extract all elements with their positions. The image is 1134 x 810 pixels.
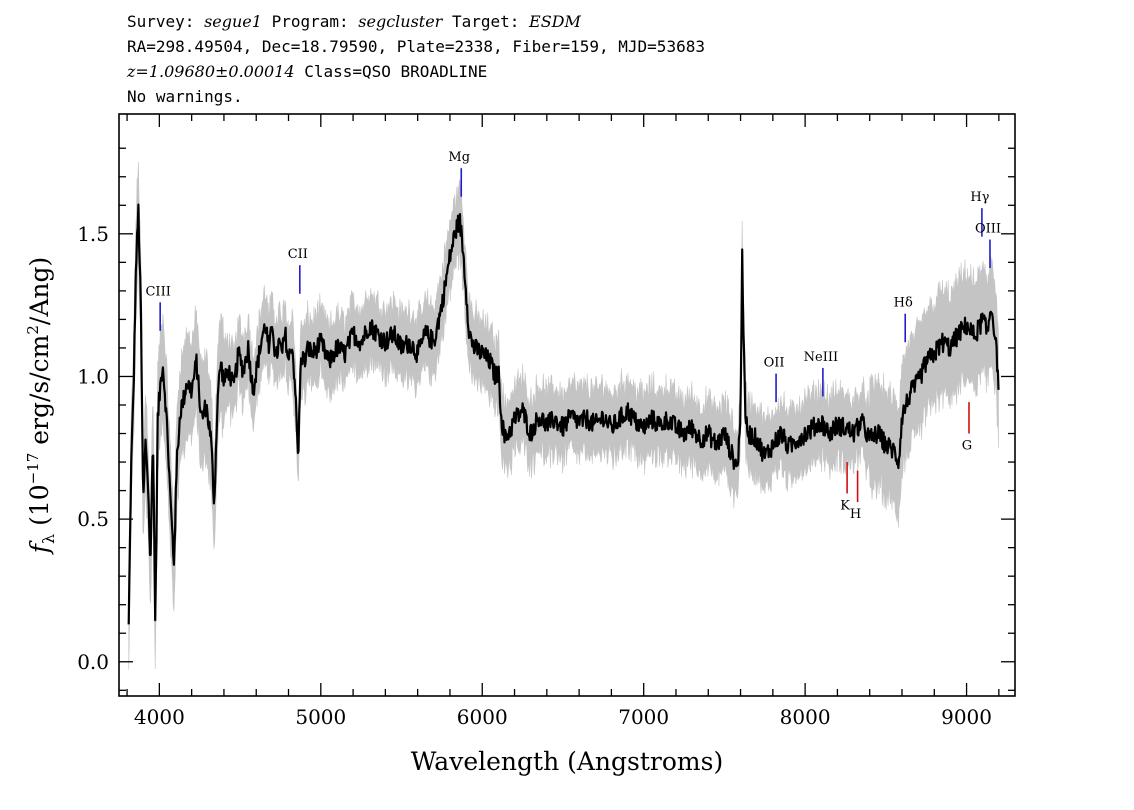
y-axis-title-exp: −17: [24, 453, 42, 485]
header-line-1: Survey: segue1 Program: segcluster Targe…: [127, 14, 581, 30]
program-value: segcluster: [358, 12, 443, 31]
y-axis-title-unit-a: (10: [25, 484, 54, 534]
target-label: Target:: [442, 12, 530, 31]
y-tick-label: 0.0: [77, 650, 109, 674]
emission-line-label: CII: [288, 247, 308, 262]
x-tick-label: 4000: [134, 705, 185, 729]
emission-line-label: Mg: [448, 150, 470, 165]
x-tick-label: 5000: [295, 705, 346, 729]
survey-value: segue1: [204, 12, 262, 31]
absorption-line-label: K: [840, 498, 850, 513]
flux-uncertainty-band: [128, 161, 999, 670]
absorption-line-label: H: [850, 507, 861, 522]
y-tick-label: 1.5: [77, 222, 109, 246]
program-label: Program:: [261, 12, 359, 31]
emission-line-label: Hδ: [894, 296, 913, 311]
absorption-line-label: G: [962, 439, 972, 454]
x-tick-label: 6000: [457, 705, 508, 729]
y-axis-title-sub: λ: [39, 534, 58, 544]
header-line-3: z=1.09680±0.00014 Class=QSO BROADLINE: [127, 64, 487, 80]
uncertainty-band-layer: [128, 161, 999, 670]
y-axis-title-exp2: 2: [24, 325, 42, 335]
x-axis-title: Wavelength (Angstroms): [411, 747, 723, 776]
header-line-2: RA=298.49504, Dec=18.79590, Plate=2338, …: [127, 37, 705, 56]
emission-line-label: OII: [764, 356, 785, 371]
emission-line-label: CIII: [145, 284, 170, 299]
x-tick-label: 9000: [941, 705, 992, 729]
x-tick-label: 7000: [618, 705, 669, 729]
y-axis-title: fλ (10−17 erg/s/cm2/Ang): [24, 257, 58, 556]
survey-label: Survey:: [127, 12, 205, 31]
y-tick-label: 1.0: [77, 364, 109, 388]
redshift-value: z=1.09680±0.00014: [127, 62, 295, 81]
emission-line-label: OIII: [975, 222, 1001, 237]
flux-series-layer: [127, 203, 1000, 625]
flux-line: [127, 203, 1000, 625]
y-axis-title-unit-c: /Ang): [25, 257, 54, 325]
header-line-4: No warnings.: [127, 87, 243, 106]
spectral-lines-layer: CIII CII Mg OII NeIII Hδ Hγ OIII KH G: [145, 150, 1001, 522]
emission-line-label: NeIII: [804, 350, 838, 365]
emission-line-label: Hγ: [970, 190, 989, 205]
y-tick-label: 0.5: [77, 507, 109, 531]
target-value: ESDM: [529, 12, 581, 31]
axis-ticks-layer: 4000 5000 6000 7000 8000 9000 0.0 0.5 1.0 1.5: [77, 114, 1015, 729]
x-tick-label: 8000: [780, 705, 831, 729]
y-axis-title-f: f: [25, 540, 54, 555]
y-axis-title-unit-b: erg/s/cm: [25, 334, 54, 452]
class-value: Class=QSO BROADLINE: [294, 62, 488, 81]
